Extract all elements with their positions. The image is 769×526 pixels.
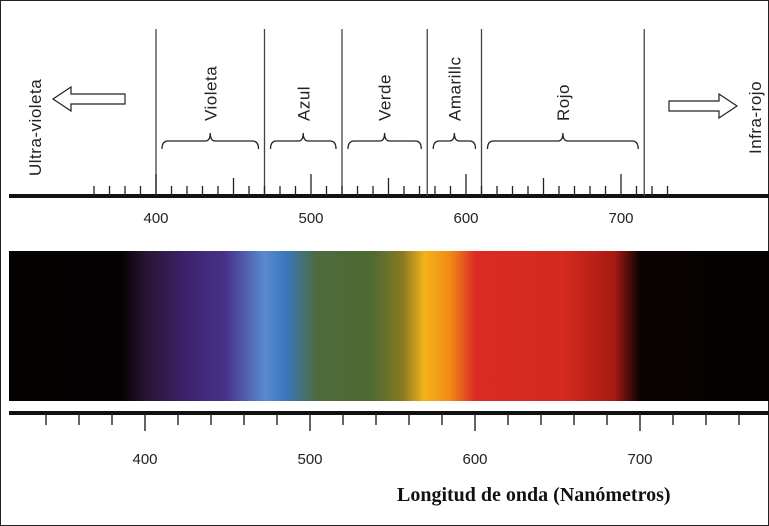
spectrum-band [9, 251, 769, 401]
wavelength-bands-panel: Violeta Azul Verde Amarillc Rojo 400 500 600 700… [9, 29, 769, 227]
bottom-tick-label: 600 [462, 451, 487, 468]
bottom-tick-label: 500 [297, 451, 322, 468]
band-brace [486, 132, 639, 150]
band-label-3: Verde [376, 74, 395, 121]
bottom-tick-label: 700 [627, 451, 652, 468]
top-tick-label: 500 [298, 210, 323, 227]
band-label-4: Amarillc [445, 57, 464, 121]
left-arrow-icon [51, 85, 126, 113]
band-label-1: Violeta [201, 66, 220, 121]
band-brace [347, 132, 422, 150]
axis-title: Longitud de onda (Nanómetros) [397, 484, 671, 506]
ultraviolet-label: Ultra-violeta [26, 79, 45, 176]
nanometer-scale-panel: 400 500 600 700 [9, 411, 769, 468]
band-label-2: Azul [294, 86, 313, 121]
band-brace [269, 132, 337, 150]
color-spectrum-strip [9, 251, 769, 401]
top-tick-label: 700 [608, 210, 633, 227]
bottom-tick-label: 400 [132, 451, 157, 468]
right-arrow-icon [668, 92, 739, 120]
band-label-5: Rojo [554, 84, 573, 121]
top-tick-label: 400 [143, 210, 168, 227]
infrared-label: Infra-rojo [746, 81, 765, 154]
band-brace [432, 132, 477, 150]
top-tick-label: 600 [453, 210, 478, 227]
band-brace [161, 132, 260, 150]
